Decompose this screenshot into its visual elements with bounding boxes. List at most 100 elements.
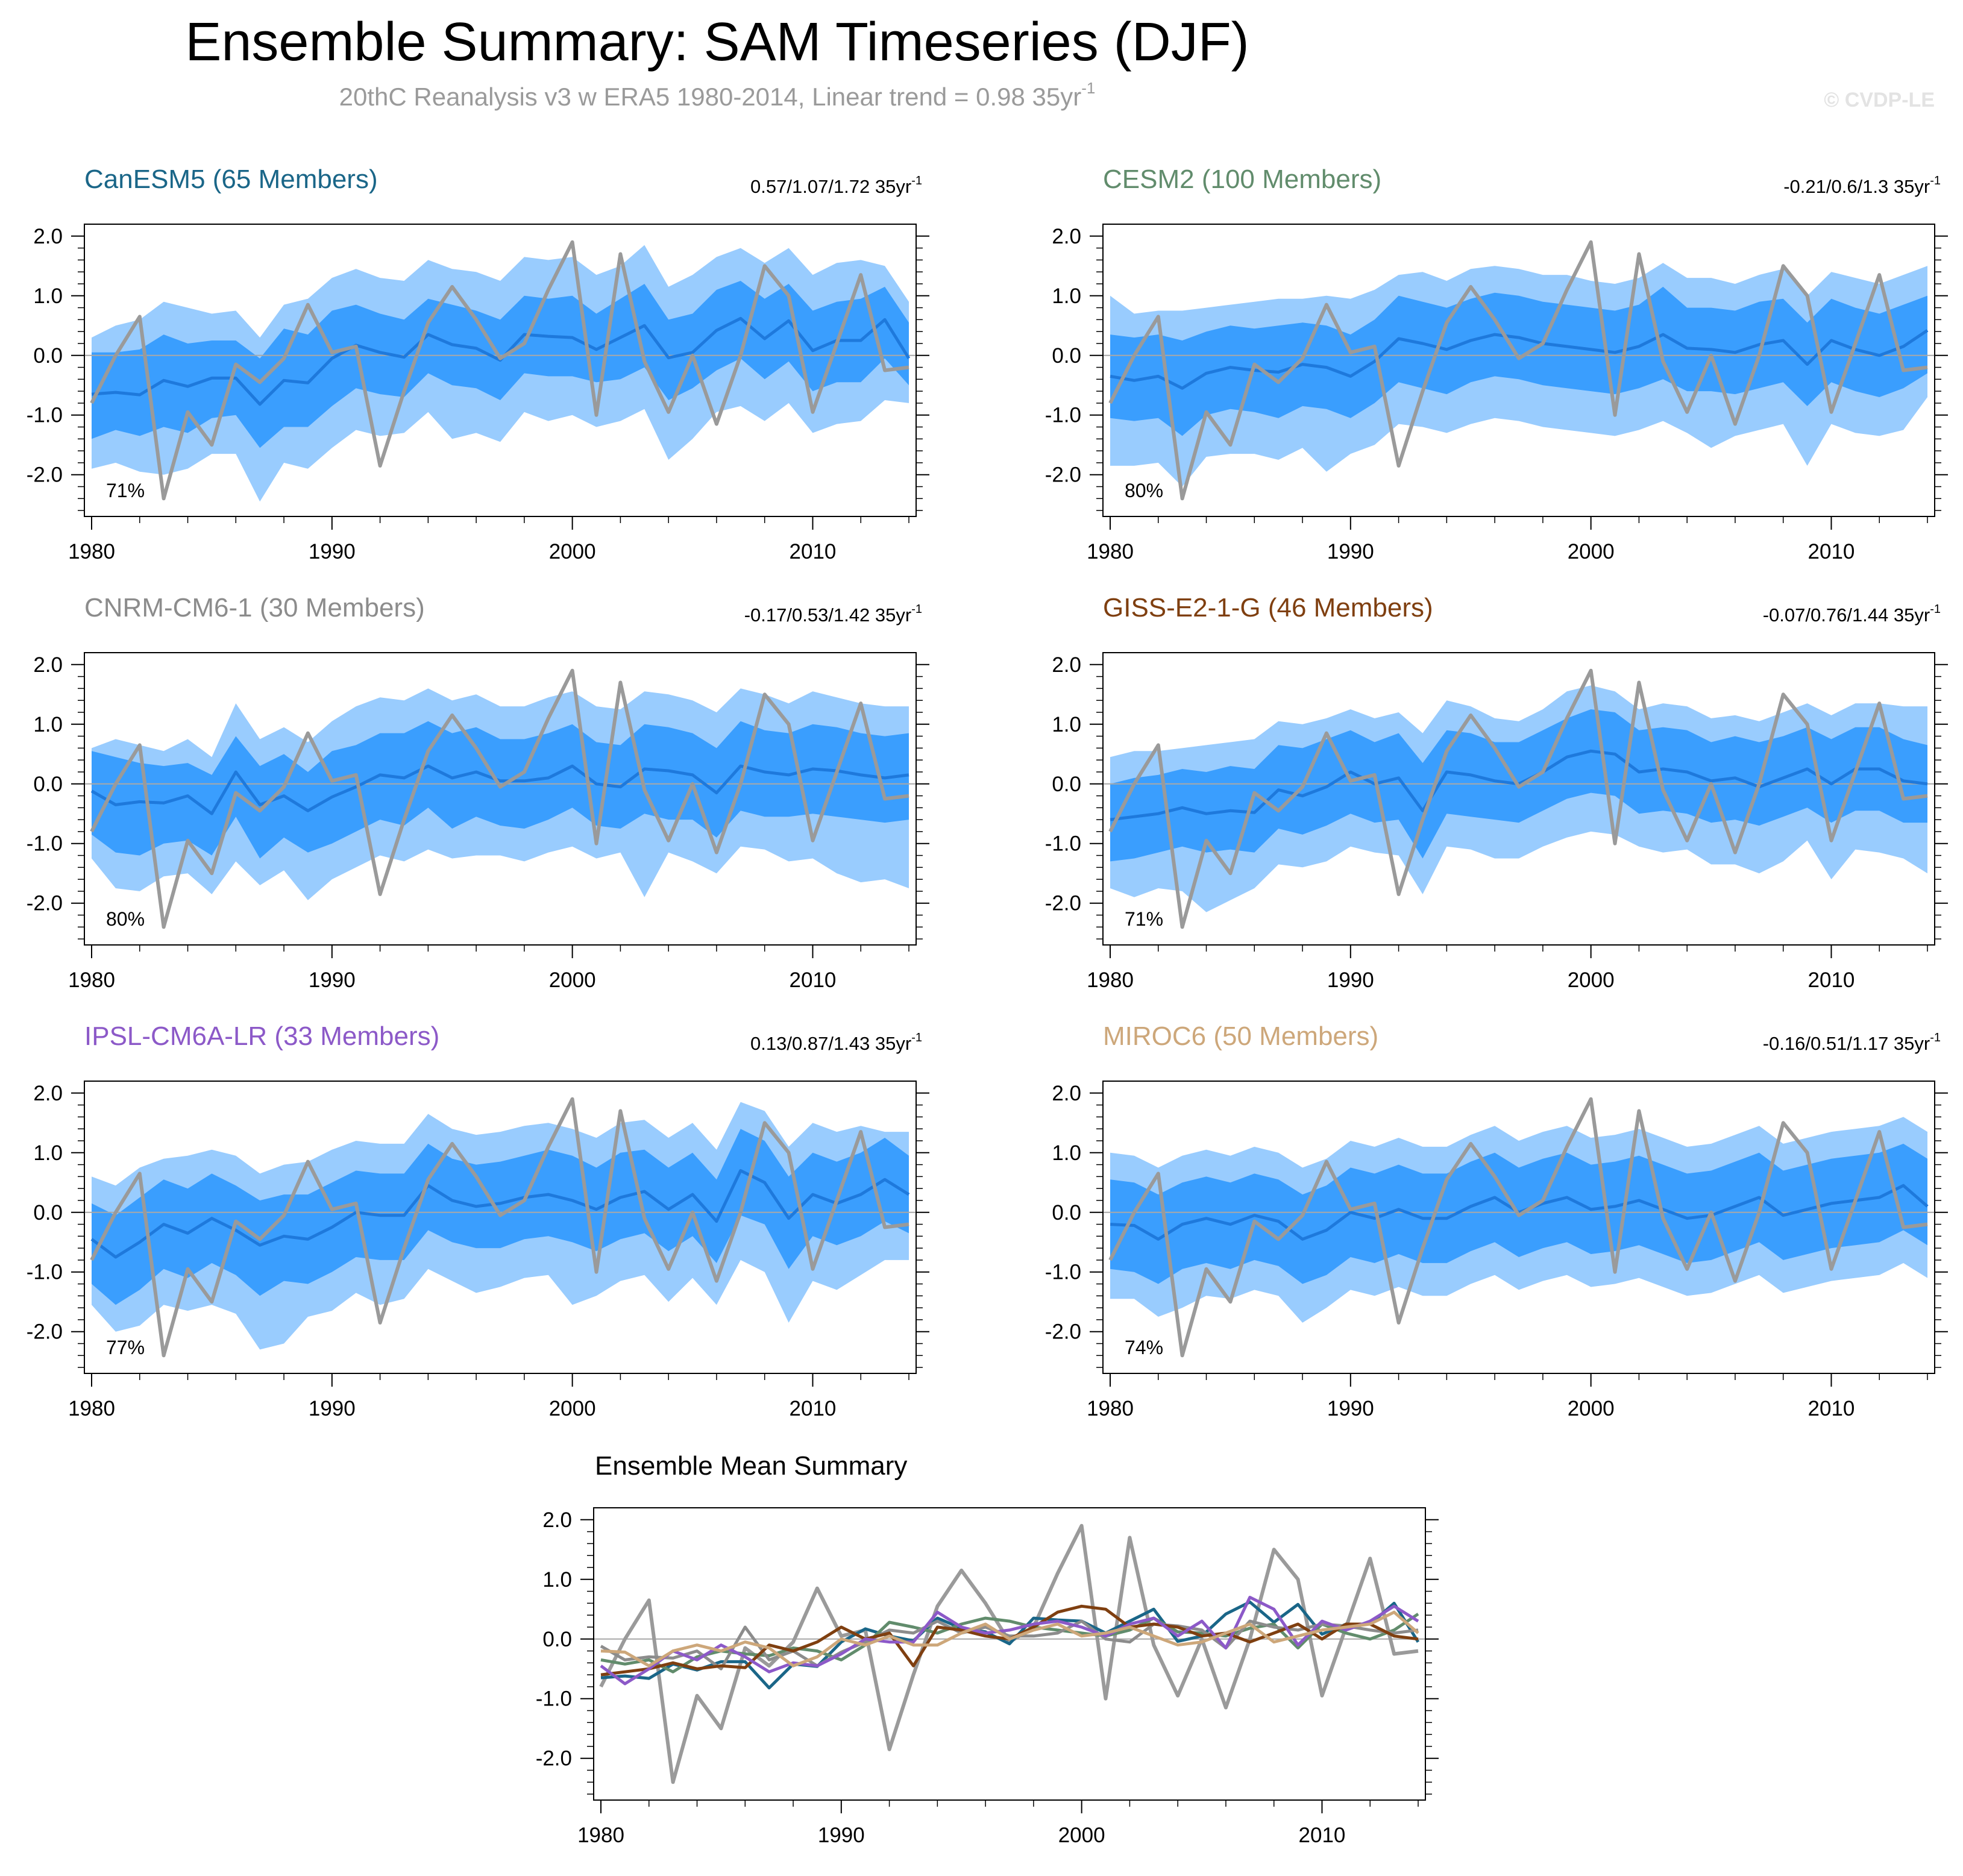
figure-title: Ensemble Summary: SAM Timeseries (DJF) bbox=[185, 12, 1249, 72]
y-tick-label: 0.0 bbox=[33, 773, 63, 796]
x-tick-label: 2000 bbox=[549, 968, 596, 992]
x-tick-label: 2000 bbox=[1058, 1824, 1105, 1847]
y-tick-label: 1.0 bbox=[33, 1141, 63, 1165]
summary-mean-canesm5 bbox=[600, 1600, 1420, 1690]
panel-ipsl-cm6a-lr: IPSL-CM6A-LR (33 Members) 0.13/0.87/1.43 … bbox=[27, 1021, 929, 1420]
summary-title: Ensemble Mean Summary bbox=[595, 1451, 907, 1481]
panel-cesm2: CESM2 (100 Members) -0.21/0.6/1.3 35yr-1 8… bbox=[1045, 165, 1948, 563]
panel-title: GISS-E2-1-G (46 Members) bbox=[1103, 593, 1433, 623]
trend-exponent: -1 bbox=[1930, 1031, 1941, 1044]
x-tick-label: 1980 bbox=[68, 1397, 115, 1420]
x-tick-label: 2010 bbox=[790, 968, 837, 992]
panel-cnrm-cm6-1: CNRM-CM6-1 (30 Members) -0.17/0.53/1.42 3… bbox=[27, 593, 929, 992]
panel-ensemble-mean-summary: Ensemble Mean Summary 2.0 1.0 0.0 -1.0 -2.0 19… bbox=[536, 1451, 1439, 1847]
y-tick-label: 0.0 bbox=[33, 1201, 63, 1225]
y-tick-label: 2.0 bbox=[1052, 653, 1081, 677]
y-tick-label: 1.0 bbox=[33, 284, 63, 308]
x-tick-label: 1990 bbox=[1327, 968, 1374, 992]
y-tick-label: 0.0 bbox=[33, 344, 63, 368]
ensemble-mean-line bbox=[90, 764, 909, 815]
x-tick-label: 2000 bbox=[1568, 540, 1615, 563]
figure-subtitle: 20thC Reanalysis v3 w ERA5 1980-2014, Li… bbox=[339, 79, 1096, 111]
observation-line bbox=[1108, 1097, 1928, 1358]
observation-line bbox=[90, 1097, 909, 1358]
x-tick-label: 1990 bbox=[818, 1824, 865, 1847]
y-tick-label: -1.0 bbox=[536, 1687, 572, 1711]
panel-trend: -0.17/0.53/1.42 35yr-1 bbox=[744, 603, 922, 626]
panel-title: IPSL-CM6A-LR (33 Members) bbox=[84, 1021, 439, 1051]
y-tick-label: -1.0 bbox=[1045, 832, 1081, 856]
plot-frame bbox=[84, 652, 917, 946]
observation-line bbox=[1108, 668, 1928, 929]
x-tick-label: 2010 bbox=[1808, 540, 1855, 563]
y-tick-label: 2.0 bbox=[1052, 1082, 1081, 1105]
inner-range-band bbox=[1110, 286, 1927, 436]
plot-frame bbox=[593, 1507, 1426, 1801]
ensemble-mean-line bbox=[1110, 329, 1929, 390]
x-tick-label: 2010 bbox=[790, 540, 837, 563]
y-tick-label: -1.0 bbox=[27, 832, 63, 856]
plot-frame bbox=[1102, 1081, 1935, 1374]
x-tick-label: 1980 bbox=[577, 1824, 624, 1847]
plot-frame bbox=[1102, 652, 1935, 946]
trend-unit: 35yr bbox=[875, 604, 911, 626]
x-tick-label: 1980 bbox=[68, 968, 115, 992]
summary-mean-ipsl-cm6a-lr bbox=[600, 1596, 1419, 1686]
ensemble-mean-line bbox=[90, 1169, 910, 1259]
y-tick-label: 1.0 bbox=[1052, 284, 1081, 308]
panel-miroc6: MIROC6 (50 Members) -0.16/0.51/1.17 35yr-… bbox=[1045, 1021, 1948, 1420]
panel-trend: -0.21/0.6/1.3 35yr-1 bbox=[1783, 174, 1941, 197]
x-tick-label: 1980 bbox=[1087, 540, 1134, 563]
x-tick-label: 1980 bbox=[1087, 968, 1134, 992]
observation-line bbox=[599, 1523, 1419, 1784]
y-tick-label: 0.0 bbox=[1052, 344, 1081, 368]
y-tick-label: -2.0 bbox=[1045, 463, 1081, 487]
y-tick-label: 1.0 bbox=[1052, 1141, 1081, 1165]
y-tick-label: 2.0 bbox=[1052, 225, 1081, 248]
subtitle-exponent: -1 bbox=[1081, 79, 1095, 97]
plot-frame bbox=[84, 1081, 917, 1374]
panel-trend: 0.57/1.07/1.72 35yr-1 bbox=[750, 174, 922, 197]
trend-value: -0.17/0.53/1.42 bbox=[744, 604, 875, 626]
subtitle-text: 20thC Reanalysis v3 w ERA5 1980-2014, Li… bbox=[339, 83, 1082, 111]
y-tick-label: -2.0 bbox=[27, 463, 63, 487]
x-tick-label: 2010 bbox=[1299, 1824, 1346, 1847]
observation-line bbox=[90, 240, 909, 501]
summary-mean-cnrm-cm6-1 bbox=[600, 1619, 1419, 1671]
trend-value: -0.16/0.51/1.17 bbox=[1763, 1033, 1894, 1054]
panel-trend: -0.16/0.51/1.17 35yr-1 bbox=[1763, 1031, 1941, 1054]
trend-value: -0.21/0.6/1.3 bbox=[1783, 176, 1894, 197]
panel-title: CanESM5 (65 Members) bbox=[84, 165, 378, 194]
trend-unit: 35yr bbox=[875, 176, 911, 197]
x-tick-label: 1990 bbox=[309, 968, 356, 992]
y-tick-label: -2.0 bbox=[27, 892, 63, 915]
x-tick-label: 1990 bbox=[1327, 540, 1374, 563]
y-tick-label: 2.0 bbox=[33, 225, 63, 248]
y-tick-label: 2.0 bbox=[33, 1082, 63, 1105]
observation-line bbox=[90, 668, 909, 929]
trend-exponent: -1 bbox=[911, 174, 922, 187]
panel-title: CNRM-CM6-1 (30 Members) bbox=[84, 593, 425, 623]
y-tick-label: 1.0 bbox=[542, 1568, 572, 1592]
trend-value: 0.13/0.87/1.43 bbox=[750, 1033, 875, 1054]
panel-title: CESM2 (100 Members) bbox=[1103, 165, 1381, 194]
y-tick-label: -2.0 bbox=[1045, 892, 1081, 915]
plot-frame bbox=[1102, 224, 1935, 517]
x-tick-label: 2010 bbox=[1808, 968, 1855, 992]
observation-line bbox=[1108, 240, 1928, 501]
percent-label: 77% bbox=[106, 1337, 145, 1358]
y-tick-label: -2.0 bbox=[1045, 1320, 1081, 1344]
trend-unit: 35yr bbox=[1894, 176, 1930, 197]
x-tick-label: 2000 bbox=[549, 1397, 596, 1420]
inner-range-band bbox=[92, 281, 909, 448]
panel-trend: -0.07/0.76/1.44 35yr-1 bbox=[1763, 603, 1941, 626]
copyright-label: © CVDP-LE bbox=[1824, 89, 1935, 111]
percent-label: 71% bbox=[106, 480, 145, 501]
y-tick-label: -2.0 bbox=[27, 1320, 63, 1344]
x-tick-label: 2000 bbox=[549, 540, 596, 563]
y-tick-label: 2.0 bbox=[33, 653, 63, 677]
x-tick-label: 2010 bbox=[790, 1397, 837, 1420]
trend-value: -0.07/0.76/1.44 bbox=[1763, 604, 1894, 626]
panel-title: MIROC6 (50 Members) bbox=[1103, 1021, 1378, 1051]
